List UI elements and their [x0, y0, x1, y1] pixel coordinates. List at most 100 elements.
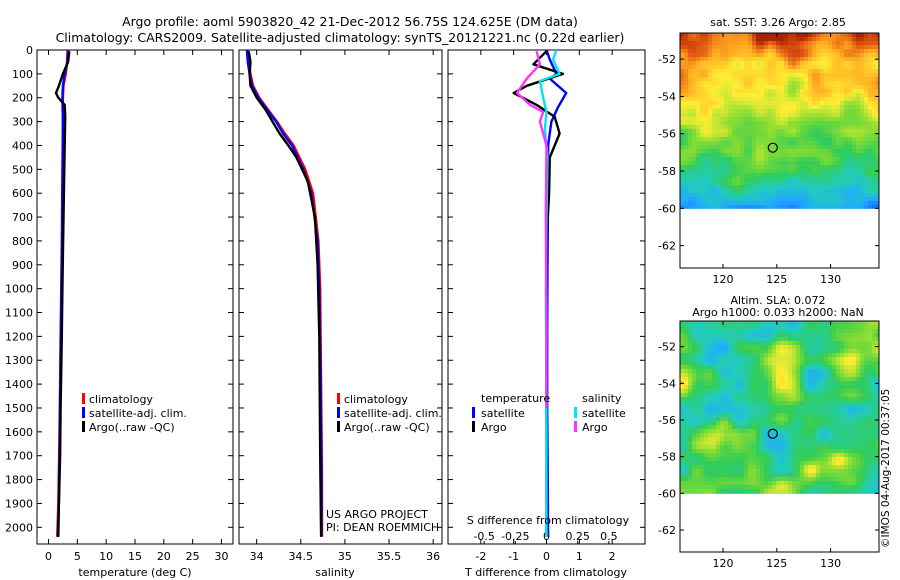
heatmap-cell: [780, 121, 785, 126]
heatmap-cell: [704, 433, 709, 438]
heatmap-cell: [812, 185, 817, 190]
heatmap-cell: [848, 37, 853, 42]
heatmap-cell: [848, 405, 853, 410]
heatmap-cell: [792, 413, 797, 418]
heatmap-cell: [760, 465, 765, 470]
heatmap-cell: [816, 321, 821, 326]
heatmap-cell: [740, 173, 745, 178]
heatmap-cell: [876, 469, 879, 474]
heatmap-cell: [716, 149, 721, 154]
heatmap-cell: [768, 197, 773, 202]
heatmap-cell: [760, 53, 765, 58]
heatmap-cell: [680, 113, 685, 118]
heatmap-cell: [720, 181, 725, 186]
heatmap-cell: [804, 45, 809, 50]
heatmap-cell: [764, 85, 769, 90]
heatmap-cell: [780, 433, 785, 438]
heatmap-cell: [784, 193, 789, 198]
heatmap-cell: [788, 173, 793, 178]
heatmap-cell: [836, 65, 841, 70]
heatmap-cell: [680, 41, 685, 46]
heatmap-cell: [760, 481, 765, 486]
heatmap-cell: [728, 369, 733, 374]
heatmap-cell: [868, 153, 873, 158]
heatmap-cell: [840, 41, 845, 46]
heatmap-cell: [764, 329, 769, 334]
heatmap-cell: [840, 149, 845, 154]
heatmap-cell: [780, 321, 785, 326]
heatmap-cell: [736, 181, 741, 186]
heatmap-cell: [772, 185, 777, 190]
heatmap-cell: [832, 117, 837, 122]
heatmap-cell: [812, 341, 817, 346]
heatmap-cell: [796, 365, 801, 370]
heatmap-cell: [724, 473, 729, 478]
heatmap-cell: [708, 393, 713, 398]
heatmap-cell: [784, 81, 789, 86]
heatmap-cell: [856, 469, 861, 474]
heatmap-cell: [832, 329, 837, 334]
heatmap-cell: [852, 481, 857, 486]
heatmap-cell: [876, 445, 879, 450]
heatmap-cell: [820, 121, 825, 126]
heatmap-cell: [740, 393, 745, 398]
heatmap-cell: [732, 385, 737, 390]
heatmap-cell: [844, 37, 849, 42]
heatmap-cell: [876, 457, 879, 462]
heatmap-cell: [684, 65, 689, 70]
heatmap-cell: [804, 93, 809, 98]
heatmap-cell: [856, 137, 861, 142]
heatmap-cell: [836, 485, 841, 490]
heatmap-cell: [704, 473, 709, 478]
heatmap-cell: [712, 437, 717, 442]
heatmap-cell: [868, 353, 873, 358]
heatmap-cell: [876, 413, 879, 418]
heatmap-cell: [756, 85, 761, 90]
heatmap-cell: [784, 41, 789, 46]
heatmap-cell: [840, 381, 845, 386]
heatmap-cell: [796, 177, 801, 182]
heatmap-cell: [808, 197, 813, 202]
heatmap-cell: [812, 377, 817, 382]
heatmap-cell: [704, 105, 709, 110]
heatmap-cell: [740, 193, 745, 198]
heatmap-cell: [704, 141, 709, 146]
heatmap-cell: [860, 473, 865, 478]
heatmap-cell: [768, 49, 773, 54]
heatmap-cell: [724, 201, 729, 206]
heatmap-cell: [860, 321, 865, 326]
heatmap-cell: [724, 181, 729, 186]
heatmap-cell: [872, 173, 877, 178]
heatmap-cell: [728, 81, 733, 86]
map-x-tick-label: 120: [713, 557, 734, 570]
heatmap-cell: [800, 493, 805, 494]
heatmap-cell: [840, 109, 845, 114]
heatmap-cell: [840, 389, 845, 394]
heatmap-cell: [744, 117, 749, 122]
heatmap-cell: [808, 461, 813, 466]
heatmap-cell: [844, 85, 849, 90]
heatmap-cell: [824, 69, 829, 74]
heatmap-cell: [744, 77, 749, 82]
heatmap-cell: [852, 425, 857, 430]
heatmap-cell: [860, 157, 865, 162]
heatmap-cell: [740, 157, 745, 162]
heatmap-cell: [840, 445, 845, 450]
heatmap-cell: [740, 85, 745, 90]
heatmap-cell: [716, 173, 721, 178]
heatmap-cell: [800, 433, 805, 438]
heatmap-cell: [832, 325, 837, 330]
heatmap-cell: [728, 193, 733, 198]
heatmap-cell: [784, 129, 789, 134]
heatmap-cell: [876, 421, 879, 426]
heatmap-cell: [868, 321, 873, 326]
y-tick-label: 1300: [5, 354, 33, 367]
heatmap-cell: [832, 73, 837, 78]
heatmap-cell: [816, 373, 821, 378]
heatmap-cell: [800, 373, 805, 378]
heatmap-cell: [828, 389, 833, 394]
heatmap-cell: [820, 369, 825, 374]
heatmap-cell: [744, 409, 749, 414]
heatmap-cell: [824, 57, 829, 62]
heatmap-cell: [732, 201, 737, 206]
